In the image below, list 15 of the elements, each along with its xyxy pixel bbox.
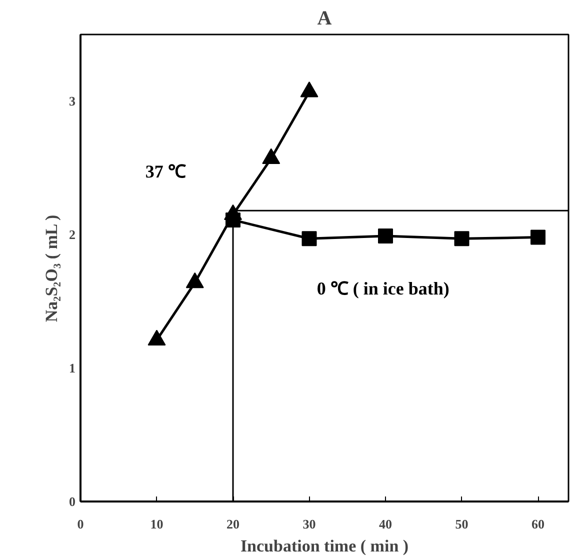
x-axis-title: Incubation time ( min ) — [240, 536, 409, 556]
y-tick-label: 1 — [69, 360, 76, 376]
y-tick-label: 0 — [69, 494, 76, 509]
x-tick-label: 10 — [150, 516, 164, 532]
x-tick-label: 20 — [226, 516, 240, 532]
x-tick-label: 40 — [379, 516, 392, 532]
y-axis-title: Na₂S₂O₃ ( mL ) — [42, 214, 61, 322]
annotation: 37 ℃ — [145, 161, 186, 182]
y-tick-label: 2 — [69, 227, 76, 242]
y-tick-label: 3 — [69, 94, 76, 109]
x-tick-label: 30 — [302, 516, 316, 532]
annotation: 0 ℃ ( in ice bath) — [316, 278, 450, 299]
chart-title: A — [317, 8, 332, 30]
x-tick-label: 60 — [532, 516, 544, 532]
x-tick-label: 50 — [455, 516, 468, 532]
